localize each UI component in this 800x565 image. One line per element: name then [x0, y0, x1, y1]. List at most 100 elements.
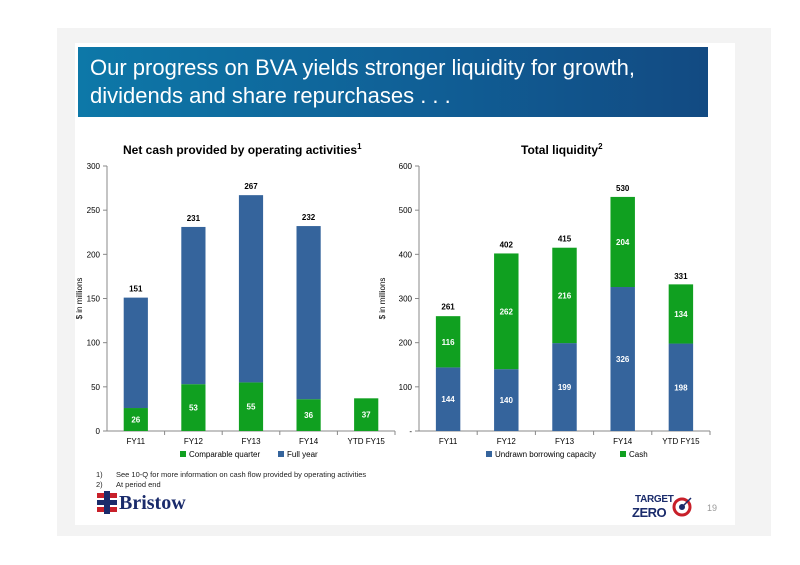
chart2-bar-s2 — [610, 196, 635, 288]
chart1-y-tick-label: 0 — [96, 427, 101, 436]
chart1-bar-s1 — [123, 408, 148, 431]
chart1-total-label: 267 — [244, 182, 258, 191]
chart2-y-tick-label: 600 — [399, 162, 413, 171]
chart2-legend-swatch — [486, 451, 492, 457]
chart1-x-tick-label: FY13 — [241, 437, 261, 446]
chart2-bar-s1 — [494, 369, 519, 431]
chart1-bar-s2 — [238, 195, 264, 383]
chart2-data-label: 198 — [674, 383, 688, 392]
chart1-data-label: 26 — [131, 416, 140, 425]
chart2-y-tick-label: 500 — [399, 206, 413, 215]
chart1-data-label: 53 — [189, 404, 198, 413]
chart2-bar-s1 — [435, 367, 461, 431]
chart2-y-tick-label: 300 — [399, 295, 413, 304]
bristow-logo: Bristow — [97, 490, 192, 516]
chart1-title: Net cash provided by operating activitie… — [123, 142, 362, 157]
chart2-data-label: 134 — [674, 310, 688, 319]
chart2-bar-s2 — [435, 316, 461, 368]
chart1-data-label: 36 — [304, 411, 313, 420]
chart2-bar-s2 — [668, 284, 694, 344]
chart2-total-label: 331 — [674, 272, 688, 281]
chart1-y-label: $ in millions — [75, 278, 84, 320]
chart2-data-label: 116 — [442, 338, 455, 347]
target-icon — [672, 497, 692, 517]
footnote-1-text: See 10-Q for more information on cash fl… — [116, 470, 367, 479]
chart-total-liquidity: - 100 200 300 400 500 600 $ in millions FY11 144 1… — [378, 162, 711, 459]
chart1-title-sup: 1 — [357, 142, 362, 151]
chart2-bar-s1 — [668, 343, 694, 431]
chart2-x-tick-label: FY13 — [555, 437, 575, 446]
chart2-legend-swatch — [620, 451, 626, 457]
chart1-y-tick-label: 200 — [87, 250, 101, 259]
chart1-x-tick-label: FY11 — [127, 437, 146, 446]
chart2-y-tick-label: 400 — [399, 250, 413, 259]
bristow-wordmark: Bristow — [119, 492, 186, 514]
target-zero-line1: TARGET — [635, 494, 674, 505]
chart2-title-sup: 2 — [598, 142, 603, 151]
footnote-1-num: 1) — [96, 470, 103, 479]
footnote-2: 2) At period end — [96, 480, 161, 489]
chart2-y-tick-label: 200 — [399, 339, 413, 348]
chart1-total-label: 231 — [187, 214, 201, 223]
chart2-legend-label: Undrawn borrowing capacity — [495, 450, 596, 459]
chart1-title-text: Net cash provided by operating activitie… — [123, 143, 358, 157]
chart2-bar-s2 — [552, 247, 577, 344]
chart2-data-label: 326 — [616, 355, 630, 364]
chart2-bar-s1 — [552, 343, 577, 431]
chart1-legend-label: Full year — [287, 450, 318, 459]
chart2-title-text: Total liquidity — [521, 143, 599, 157]
chart2-bar-s2 — [494, 253, 519, 370]
chart2-x-tick-label: FY12 — [497, 437, 517, 446]
chart1-x-tick-label: FY12 — [184, 437, 204, 446]
title-banner — [78, 47, 708, 117]
bristow-flag-icon — [97, 491, 117, 514]
chart2-total-label: 530 — [616, 184, 630, 193]
chart2-data-label: 140 — [500, 396, 514, 405]
chart2-y-tick-label: - — [409, 427, 412, 436]
chart2-data-label: 144 — [441, 395, 455, 404]
chart2-data-label: 262 — [500, 307, 514, 316]
footnote-2-num: 2) — [96, 480, 103, 489]
chart1-legend-swatch — [278, 451, 284, 457]
chart1-bar-s1 — [181, 384, 206, 431]
chart1-total-label: 232 — [302, 213, 316, 222]
chart1-y-tick-label: 150 — [87, 295, 101, 304]
chart2-data-label: 199 — [558, 383, 572, 392]
chart1-bar-s1 — [296, 399, 321, 431]
chart1-bar-s2 — [181, 226, 206, 385]
chart1-x-tick-label: YTD FY15 — [348, 437, 386, 446]
chart2-y-tick-label: 100 — [399, 383, 413, 392]
chart1-total-label: 151 — [129, 285, 143, 294]
chart2-y-label: $ in millions — [378, 278, 387, 320]
chart2-total-label: 415 — [558, 235, 572, 244]
chart2-title: Total liquidity2 — [521, 142, 603, 157]
target-zero-line2: ZERO — [632, 505, 667, 520]
chart2-bar-s1 — [610, 287, 635, 431]
chart2-x-tick-label: YTD FY15 — [662, 437, 700, 446]
chart1-bar-s1 — [354, 398, 379, 431]
chart1-x-tick-label: FY14 — [299, 437, 319, 446]
chart2-data-label: 204 — [616, 238, 630, 247]
chart1-legend-label: Comparable quarter — [189, 450, 260, 459]
chart1-data-label: 37 — [362, 411, 371, 420]
chart1-y-tick-label: 250 — [87, 206, 101, 215]
chart-net-cash: 0 50 100 150 200 250 300 $ in millions FY11 26 151… — [75, 162, 396, 459]
slide-title: Our progress on BVA yields stronger liqu… — [90, 55, 635, 108]
chart2-x-tick-label: FY14 — [613, 437, 633, 446]
target-zero-logo: TARGET ZERO — [632, 494, 692, 520]
chart1-y-tick-label: 50 — [91, 383, 100, 392]
chart2-data-label: 216 — [558, 291, 572, 300]
chart2-total-label: 402 — [500, 240, 514, 249]
chart1-y-tick-label: 300 — [87, 162, 101, 171]
chart2-x-tick-label: FY11 — [439, 437, 458, 446]
chart2-total-label: 261 — [441, 303, 455, 312]
chart1-bar-s1 — [238, 382, 264, 431]
footnote-1: 1) See 10-Q for more information on cash … — [96, 470, 366, 479]
footnote-2-text: At period end — [116, 480, 161, 489]
chart1-data-label: 55 — [247, 403, 256, 412]
page-number: 19 — [707, 503, 718, 513]
chart1-bar-s2 — [296, 226, 321, 400]
chart1-y-tick-label: 100 — [87, 339, 101, 348]
chart1-legend-swatch — [180, 451, 186, 457]
chart2-legend-label: Cash — [629, 450, 648, 459]
